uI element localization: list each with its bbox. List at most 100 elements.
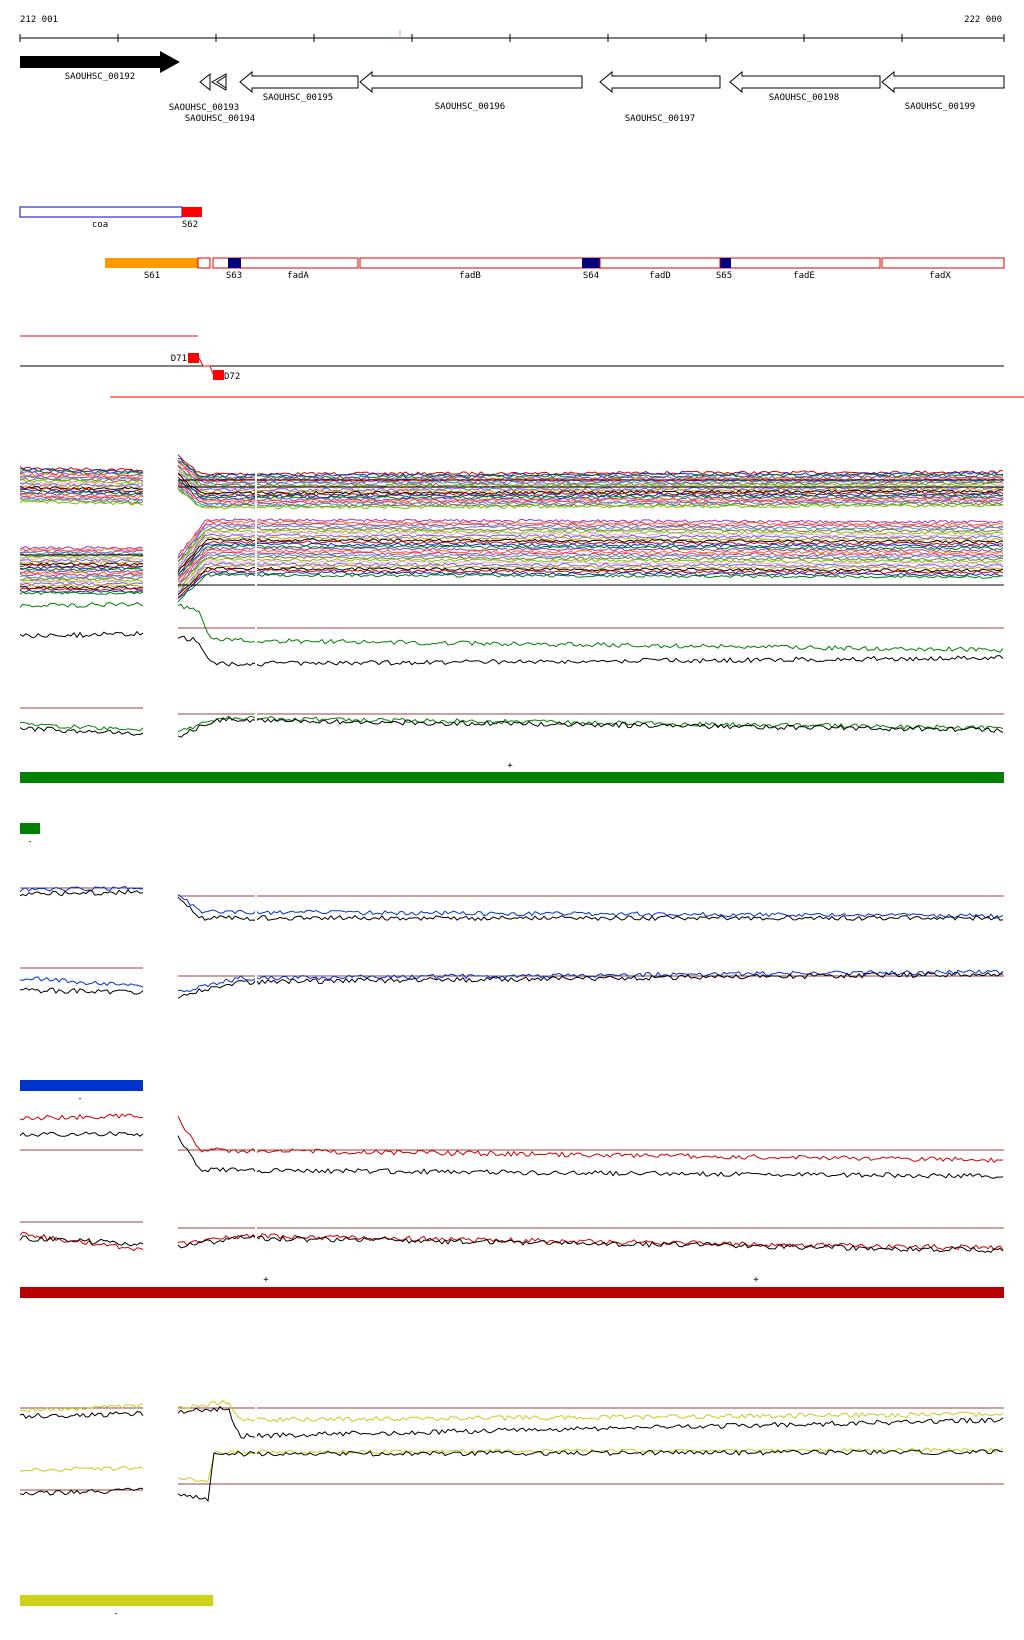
condition-bar-blue[interactable] [20, 1080, 143, 1091]
expression-trace [19, 474, 144, 480]
expression-trace [177, 482, 1004, 503]
segment-label: S62 [182, 220, 198, 230]
gene-arrow-00193[interactable] [199, 72, 211, 92]
expression-trace [177, 717, 1004, 738]
strand-mark: + [753, 1275, 759, 1285]
expression-trace [19, 585, 144, 590]
expression-trace [19, 558, 144, 563]
expression-trace [177, 551, 1004, 583]
expression-trace [177, 971, 1004, 999]
segment-s61[interactable] [105, 258, 198, 268]
expression-trace [19, 885, 143, 893]
gene-arrow-00196[interactable] [359, 70, 583, 94]
gene-arrow-00195[interactable] [239, 70, 359, 94]
gene-arrow-00199[interactable] [881, 70, 1005, 94]
segment-fadB-fadE[interactable] [359, 257, 881, 269]
segment-s65[interactable] [720, 258, 731, 268]
expression-trace [19, 487, 144, 493]
expression-trace [177, 546, 1004, 580]
gene-arrow-00198[interactable] [729, 70, 881, 94]
deletion-track: D71 D72 [20, 335, 1024, 398]
expression-trace [177, 533, 1004, 569]
segment-fadX[interactable] [881, 257, 1005, 269]
segment-label: fadD [649, 271, 671, 281]
expression-trace [177, 557, 1004, 588]
expression-trace [19, 555, 144, 559]
expression-trace [19, 574, 144, 579]
expression-trace [19, 1113, 144, 1121]
expression-trace [177, 465, 1004, 487]
expression-trace [19, 976, 144, 988]
expression-trace [19, 582, 144, 586]
expression-trace [19, 477, 144, 484]
expression-trace [177, 520, 1004, 559]
deletion-d72[interactable] [213, 370, 224, 380]
segment-label: fadE [793, 271, 815, 281]
expression-trace [19, 485, 144, 491]
segment-fadA[interactable] [212, 257, 359, 269]
expression-trace [19, 478, 144, 485]
expression-trace [19, 560, 144, 565]
expression-trace [177, 1135, 1004, 1179]
segment-s64[interactable] [582, 258, 600, 268]
expression-trace [19, 1411, 144, 1420]
expression-trace [177, 568, 1004, 598]
strand-mark: + [507, 761, 513, 771]
expression-trace [19, 589, 144, 593]
expression-trace [19, 630, 144, 639]
expression-trace [177, 570, 1004, 599]
expression-trace [177, 1115, 1004, 1164]
segment-s62[interactable] [182, 207, 202, 217]
strand-mark: + [263, 1275, 269, 1285]
expression-trace [177, 524, 1004, 562]
expression-trace [177, 479, 1004, 499]
expression-trace [19, 565, 144, 570]
condition-bar-yellow[interactable] [20, 1595, 213, 1606]
segment-label: S64 [583, 271, 599, 281]
expression-trace [177, 542, 1004, 576]
expression-trace [19, 556, 144, 561]
segment-label: fadB [459, 271, 481, 281]
expression-trace [19, 475, 144, 482]
expression-trace [19, 601, 144, 608]
condition-bar-red[interactable] [20, 1287, 1004, 1298]
expression-trace [19, 583, 144, 588]
condition-bar-green-short[interactable] [20, 823, 40, 834]
expression-trace [177, 473, 1004, 496]
gene-arrow-00192[interactable] [20, 51, 180, 73]
expression-trace [177, 472, 1004, 492]
expression-trace [177, 522, 1004, 559]
deletion-label: D72 [224, 372, 240, 382]
segment-coa[interactable] [19, 206, 183, 218]
condition-bars: + - - + + - [20, 761, 1004, 1619]
deletion-d71[interactable] [188, 353, 199, 363]
expression-trace [177, 559, 1004, 591]
expression-trace [177, 566, 1004, 595]
expression-trace [20, 564, 144, 568]
expression-trace [177, 535, 1004, 571]
expression-trace [19, 1465, 144, 1472]
segment-s63[interactable] [228, 258, 241, 268]
gene-label: SAOUHSC_00192 [65, 72, 135, 82]
expression-trace [19, 571, 143, 576]
expression-trace [177, 553, 1004, 586]
gene-track: SAOUHSC_00192 SAOUHSC_00193 SAOUHSC_0019… [20, 51, 1005, 124]
ruler-start-label: 212 001 [20, 15, 58, 25]
expression-trace [19, 587, 144, 592]
expression-trace [19, 497, 144, 502]
expression-trace [177, 518, 1004, 558]
gene-arrow-00197[interactable] [599, 70, 721, 94]
expression-trace [177, 488, 1004, 510]
expression-trace [19, 1235, 144, 1247]
condition-bar-green[interactable] [20, 772, 1004, 783]
strand-mark: - [27, 837, 32, 847]
expression-trace [20, 987, 144, 995]
expression-trace [19, 1403, 143, 1413]
expression-trace [177, 461, 1004, 481]
segment-label: S61 [144, 271, 160, 281]
gene-label: SAOUHSC_00195 [263, 93, 333, 103]
gene-label: SAOUHSC_00198 [769, 93, 839, 103]
expression-trace [19, 467, 144, 474]
expression-trace [19, 1231, 144, 1252]
segment-label: fadX [929, 271, 951, 281]
